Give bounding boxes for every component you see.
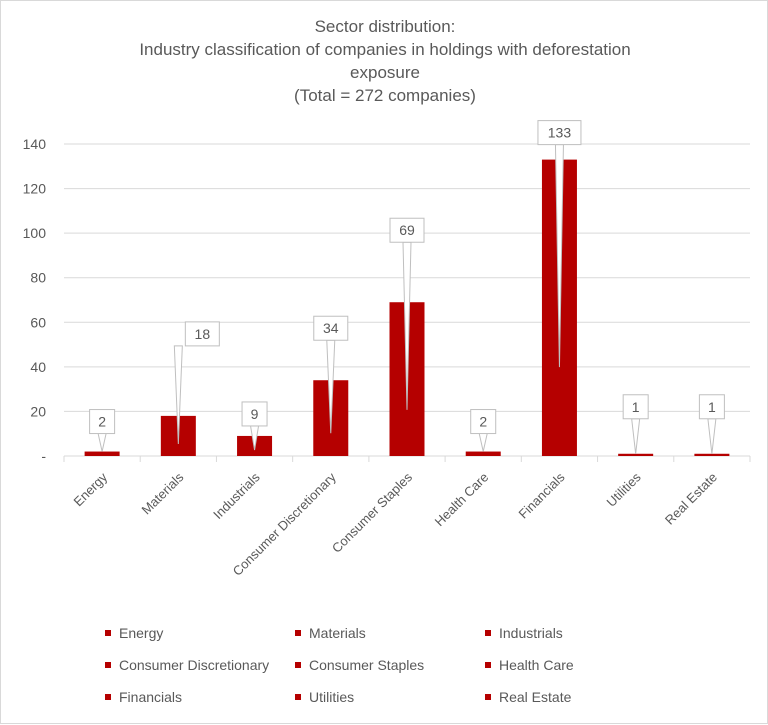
y-tick-label: 20 [30, 403, 46, 419]
legend-swatch [105, 630, 111, 636]
data-label-box [698, 394, 725, 420]
legend-swatch [105, 694, 111, 700]
legend-item: Financials [105, 687, 295, 707]
title-line: Industry classification of companies in … [139, 40, 631, 59]
data-label: 2 [479, 414, 487, 430]
bar [84, 451, 120, 456]
legend-swatch [295, 630, 301, 636]
title-line: (Total = 272 companies) [294, 86, 476, 105]
legend-label: Financials [119, 689, 183, 705]
legend-swatch [485, 662, 491, 668]
data-label-box [241, 401, 268, 427]
data-label: 1 [632, 399, 640, 415]
callout-pointer [97, 433, 107, 452]
legend-item: Materials [295, 623, 485, 643]
legend-swatch [295, 694, 301, 700]
legend: Energy Materials Industrials Consumer Discr… [105, 623, 705, 707]
category-label: Materials [139, 469, 187, 517]
category-label: Health Care [432, 470, 492, 530]
data-label: 9 [251, 406, 259, 422]
data-label-box [537, 120, 582, 146]
y-tick-label: 40 [30, 359, 46, 375]
legend-label: Utilities [309, 689, 355, 705]
callout-pointer [707, 418, 717, 454]
legend-item: Real Estate [485, 687, 675, 707]
category-label: Real Estate [662, 470, 720, 528]
bar [618, 453, 654, 456]
data-label: 34 [323, 320, 339, 336]
title-line: exposure [350, 63, 420, 82]
data-label-box [389, 217, 425, 243]
data-label-box [313, 315, 349, 341]
y-tick-label: 100 [23, 225, 47, 241]
legend-item: Industrials [485, 623, 675, 643]
category-label: Utilities [604, 469, 645, 510]
legend-label: Energy [119, 625, 164, 641]
data-label-box [470, 409, 497, 435]
category-label: Industrials [210, 469, 263, 522]
y-tick-label: 80 [30, 270, 46, 286]
data-label: 2 [98, 414, 106, 430]
data-label: 133 [548, 125, 572, 141]
chart-title: Sector distribution: Industry classifica… [1, 15, 768, 107]
data-label: 1 [708, 399, 716, 415]
bar [694, 453, 730, 456]
data-label-box [89, 409, 116, 435]
legend-item: Consumer Discretionary [105, 655, 295, 675]
callout-pointer [631, 418, 641, 454]
legend-item: Utilities [295, 687, 485, 707]
legend-label: Consumer Discretionary [119, 657, 270, 673]
y-tick-label: 120 [23, 181, 47, 197]
data-label-box [184, 321, 220, 347]
legend-item: Energy [105, 623, 295, 643]
legend-item: Health Care [485, 655, 675, 675]
callout-pointer [173, 345, 183, 444]
legend-label: Real Estate [499, 689, 572, 705]
y-tick-label: 140 [23, 136, 47, 152]
legend-label: Materials [309, 625, 366, 641]
legend-swatch [295, 662, 301, 668]
data-label: 69 [399, 222, 415, 238]
callout-pointer [478, 433, 488, 452]
title-line: Sector distribution: [314, 17, 456, 36]
legend-label: Health Care [499, 657, 574, 673]
category-label: Financials [516, 469, 568, 521]
data-label: 18 [195, 326, 211, 342]
y-tick-label: - [41, 448, 46, 464]
legend-swatch [105, 662, 111, 668]
category-label: Energy [70, 469, 110, 509]
legend-swatch [485, 694, 491, 700]
bar [465, 451, 501, 456]
legend-item: Consumer Staples [295, 655, 485, 675]
legend-swatch [485, 630, 491, 636]
legend-label: Industrials [499, 625, 563, 641]
legend-label: Consumer Staples [309, 657, 425, 673]
category-label: Consumer Staples [329, 469, 416, 556]
data-label-box [622, 394, 649, 420]
y-tick-label: 60 [30, 314, 46, 330]
